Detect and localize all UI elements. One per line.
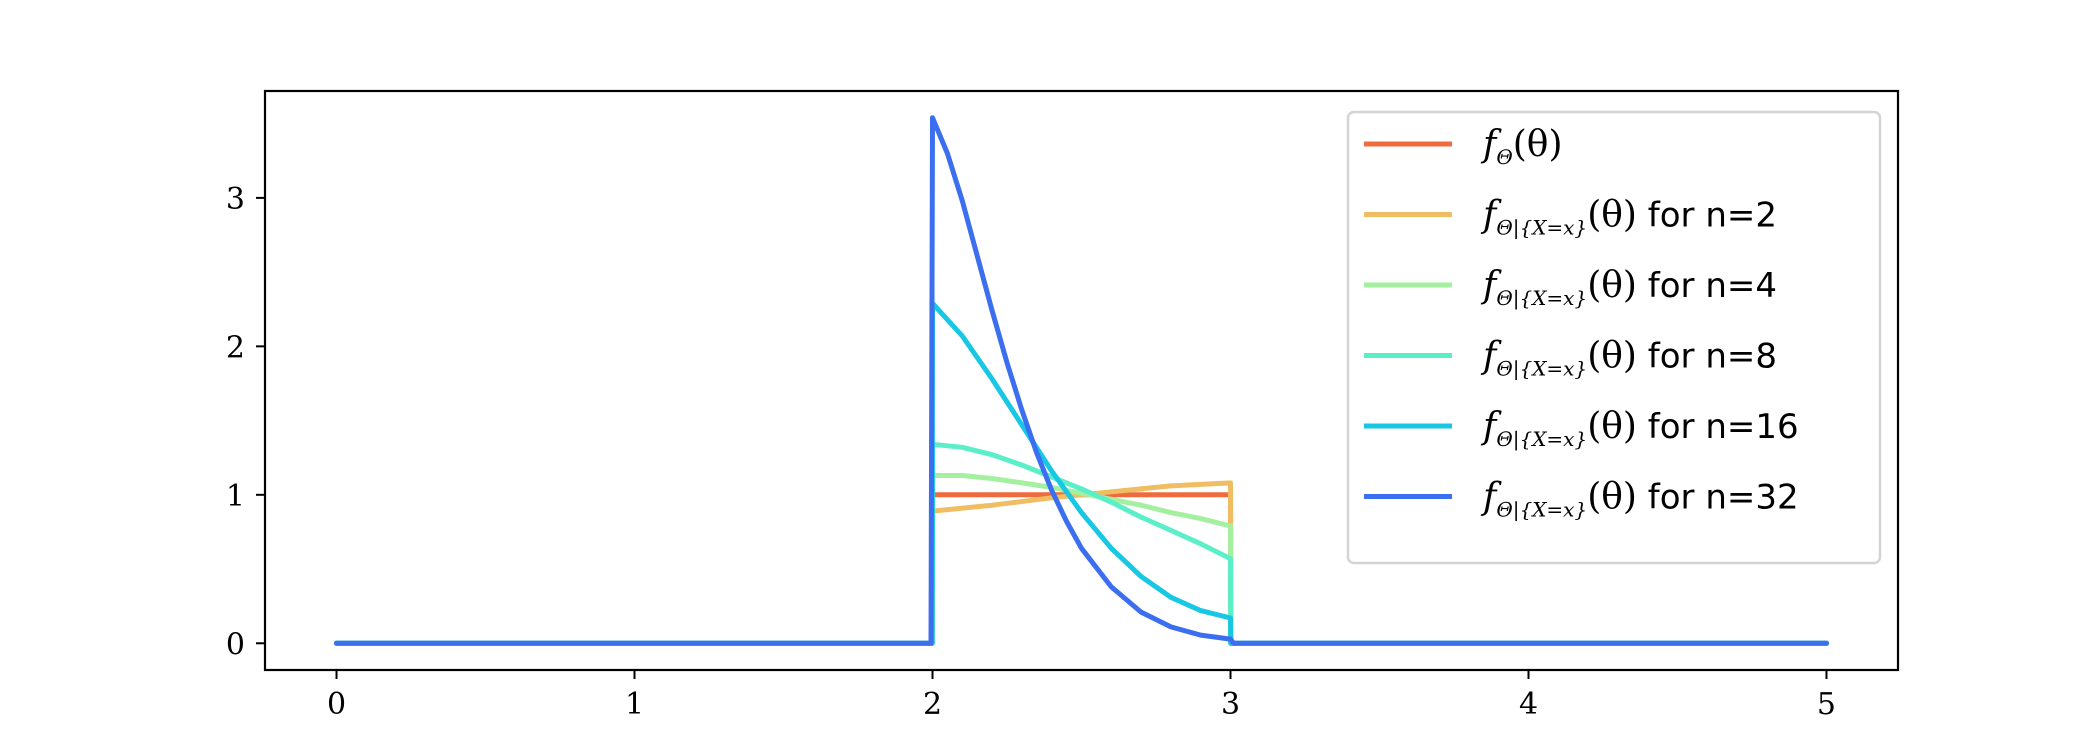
x-tick-label: 0 xyxy=(327,687,346,722)
legend-entry-3: fΘ|{X=x}(θ) for n=4 xyxy=(1480,265,1777,311)
y-tick-label: 3 xyxy=(226,182,245,217)
legend-entry-4: fΘ|{X=x}(θ) for n=8 xyxy=(1480,336,1777,382)
y-tick-label: 2 xyxy=(226,330,245,365)
plot-frame xyxy=(263,89,1900,672)
x-tick-label: 1 xyxy=(625,687,644,722)
y-tick-label: 1 xyxy=(226,479,245,514)
x-tick-label: 3 xyxy=(1221,687,1240,722)
legend-entry-6: fΘ|{X=x}(θ) for n=32 xyxy=(1480,477,1799,523)
y-tick-label: 0 xyxy=(226,627,245,662)
x-tick-label: 4 xyxy=(1519,687,1538,722)
series-line-5 xyxy=(334,300,1829,646)
legend-box xyxy=(1346,110,1882,565)
x-tick-label: 5 xyxy=(1817,687,1836,722)
legend-entry-5: fΘ|{X=x}(θ) for n=16 xyxy=(1480,406,1799,452)
series-line-6 xyxy=(334,115,1829,646)
series-line-3 xyxy=(334,473,1829,646)
legend-entry-1: fΘ(θ) xyxy=(1480,124,1563,169)
series-line-4 xyxy=(334,441,1829,646)
x-tick-label: 2 xyxy=(923,687,942,722)
legend-entry-2: fΘ|{X=x}(θ) for n=2 xyxy=(1480,195,1777,241)
